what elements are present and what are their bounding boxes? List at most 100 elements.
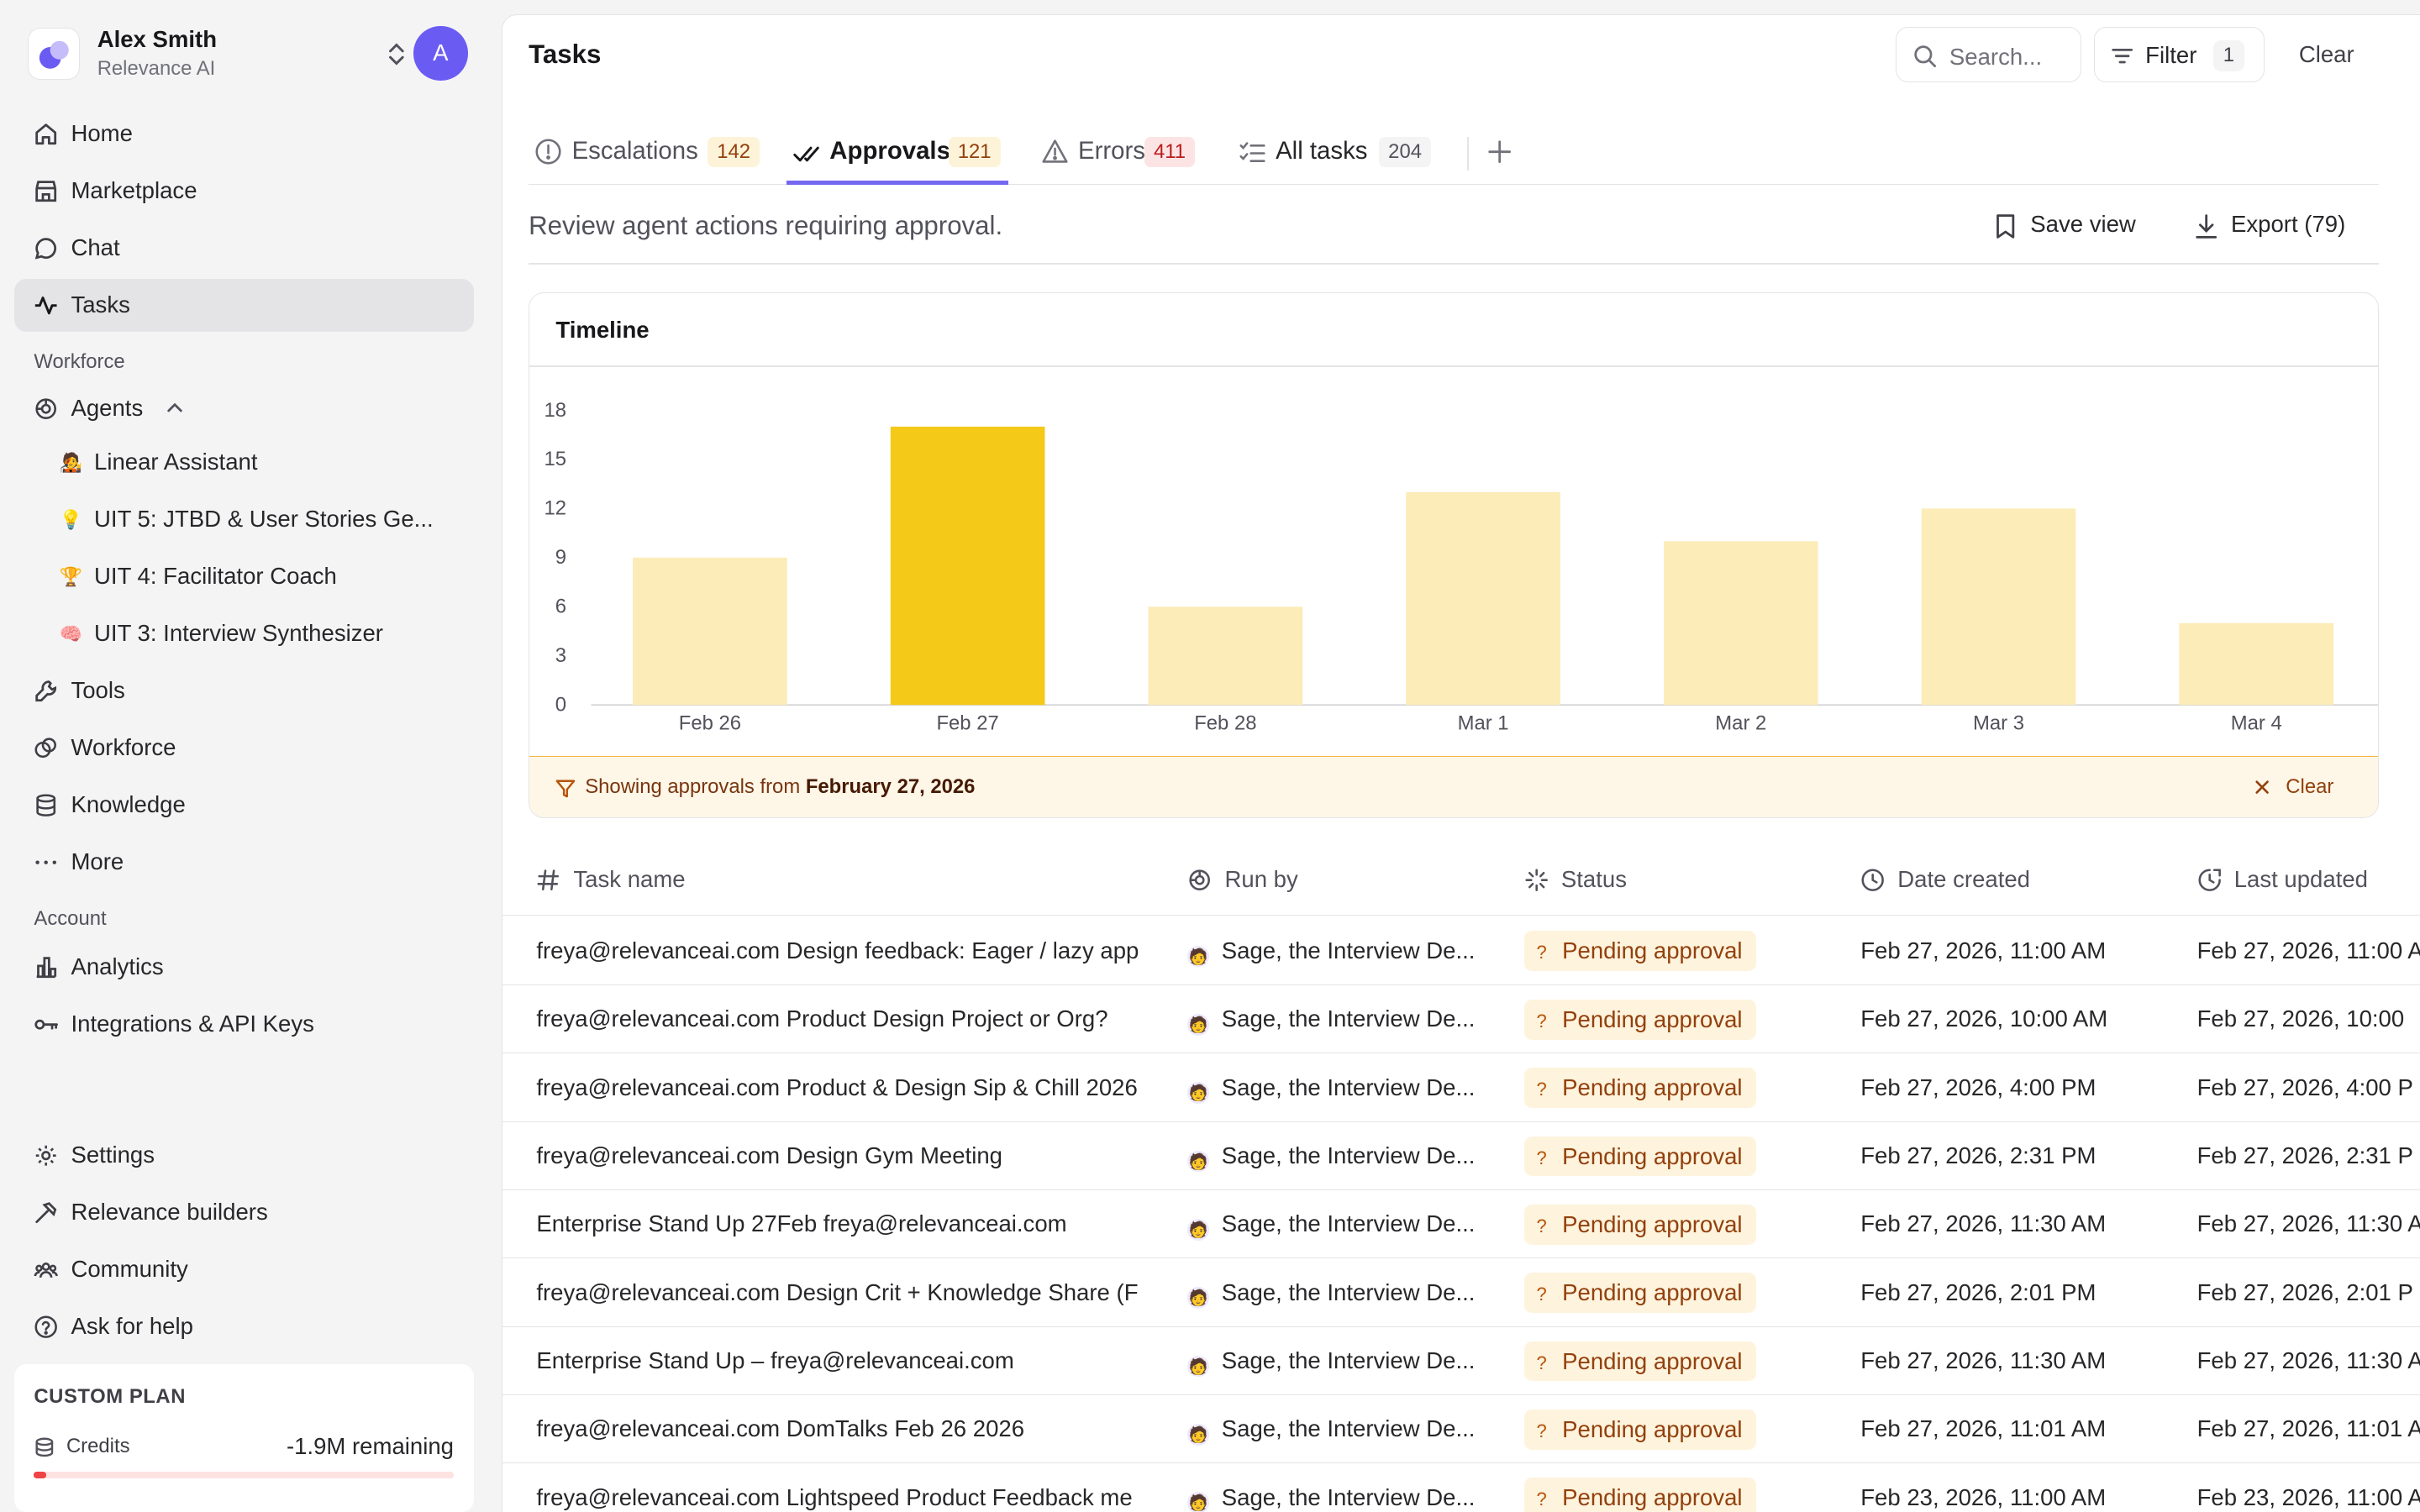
status-text: Pending approval bbox=[1562, 1005, 1743, 1032]
search-input[interactable]: Search... bbox=[1896, 27, 2081, 83]
help-circle-icon bbox=[34, 1315, 58, 1339]
run-by-text: Sage, the Interview De... bbox=[1221, 1415, 1476, 1442]
y-tick-label: 15 bbox=[544, 449, 567, 471]
nav-label: Community bbox=[71, 1256, 188, 1283]
user-avatar[interactable]: A bbox=[413, 26, 468, 81]
nav-item-integrations[interactable]: Integrations & API Keys bbox=[14, 998, 474, 1050]
table-row[interactable]: freya@relevanceai.com Lightspeed Product… bbox=[502, 1464, 2420, 1512]
agent-item[interactable]: 🧑‍🎤 Linear Assistant bbox=[14, 437, 474, 489]
nav-item-home[interactable]: Home bbox=[14, 108, 474, 160]
question-icon: ? bbox=[1536, 1079, 1547, 1100]
chevron-up-icon[interactable] bbox=[166, 402, 184, 414]
date-created-cell: Feb 27, 2026, 10:00 AM bbox=[1860, 1005, 2108, 1032]
nav-item-help[interactable]: Ask for help bbox=[14, 1300, 474, 1352]
bar-mar-2[interactable] bbox=[1664, 541, 1818, 706]
status-text: Pending approval bbox=[1562, 1074, 1743, 1101]
clock-icon bbox=[1860, 868, 1885, 892]
bar-mar-3[interactable] bbox=[1921, 508, 2076, 706]
tab-escalations[interactable]: Escalations 142 bbox=[529, 132, 760, 184]
run-by-cell: 🧑 Sage, the Interview De... bbox=[1187, 937, 1496, 968]
status-badge: ? Pending approval bbox=[1523, 1478, 1757, 1512]
bar-mar-1[interactable] bbox=[1406, 492, 1561, 706]
bar-mar-4[interactable] bbox=[2179, 623, 2334, 706]
credits-progress-fill bbox=[34, 1472, 47, 1478]
table-row[interactable]: Enterprise Stand Up 27Feb freya@relevanc… bbox=[502, 1190, 2420, 1259]
timeline-chart: 0 3 6 9 12 15 18 Feb 26 Feb 27 Feb 28 Mar 1 Mar 2 Ma… bbox=[544, 399, 2379, 735]
sidebar: Alex Smith Relevance AI A Home Marketpla… bbox=[0, 0, 487, 1512]
table-row[interactable]: freya@relevanceai.com Design feedback: E… bbox=[502, 917, 2420, 985]
last-updated-cell: Feb 27, 2026, 11:30 A bbox=[2196, 1210, 2420, 1237]
agent-item[interactable]: 🧠 UIT 3: Interview Synthesizer bbox=[14, 608, 474, 660]
loader-icon bbox=[1524, 868, 1549, 892]
run-by-text: Sage, the Interview De... bbox=[1221, 1142, 1476, 1168]
tab-errors[interactable]: Errors 411 bbox=[1035, 132, 1205, 184]
nav-item-agents[interactable]: Agents bbox=[14, 383, 474, 435]
question-icon: ? bbox=[1536, 1488, 1547, 1510]
chevrons-up-down-icon[interactable] bbox=[386, 40, 408, 68]
agent-item[interactable]: 💡 UIT 5: JTBD & User Stories Ge... bbox=[14, 494, 474, 546]
bar-feb-27[interactable] bbox=[890, 427, 1045, 706]
tab-label: Approvals bbox=[829, 136, 950, 165]
run-by-cell: 🧑 Sage, the Interview De... bbox=[1187, 1347, 1496, 1378]
table-row[interactable]: freya@relevanceai.com Design Crit + Know… bbox=[502, 1259, 2420, 1327]
export-label: Export (79) bbox=[2231, 210, 2346, 237]
table-row[interactable]: freya@relevanceai.com DomTalks Feb 26 20… bbox=[502, 1396, 2420, 1464]
x-tick-label: Feb 26 bbox=[679, 712, 741, 735]
status-badge: ? Pending approval bbox=[1523, 1068, 1757, 1108]
run-by-text: Sage, the Interview De... bbox=[1221, 1483, 1476, 1510]
nav-label: Integrations & API Keys bbox=[71, 1011, 314, 1037]
status-badge: ? Pending approval bbox=[1523, 1136, 1757, 1177]
run-by-cell: 🧑 Sage, the Interview De... bbox=[1187, 1142, 1496, 1173]
credits-label: Credits bbox=[66, 1435, 130, 1458]
status-text: Pending approval bbox=[1562, 1142, 1743, 1169]
nav-label: Analytics bbox=[71, 953, 164, 980]
tab-label: All tasks bbox=[1276, 136, 1368, 165]
relevance-logo bbox=[28, 28, 81, 81]
table-row[interactable]: freya@relevanceai.com Design Gym Meeting… bbox=[502, 1122, 2420, 1190]
nav-item-analytics[interactable]: Analytics bbox=[14, 941, 474, 993]
nav-item-workforce[interactable]: Workforce bbox=[14, 722, 474, 774]
column-label: Status bbox=[1560, 866, 1627, 893]
account-switcher[interactable]: Alex Smith Relevance AI A bbox=[28, 24, 472, 85]
nav-item-tasks[interactable]: Tasks bbox=[13, 279, 474, 332]
activity-icon bbox=[34, 293, 58, 318]
tab-all-tasks[interactable]: All tasks 204 bbox=[1233, 132, 1449, 184]
tab-approvals[interactable]: Approvals 121 bbox=[786, 132, 1009, 185]
filter-label: Filter bbox=[2145, 41, 2197, 68]
nav-item-more[interactable]: More bbox=[14, 836, 474, 888]
task-name-cell: freya@relevanceai.com Design Crit + Know… bbox=[536, 1278, 1139, 1305]
agent-item[interactable]: 🏆 UIT 4: Facilitator Coach bbox=[14, 551, 474, 603]
nav-item-settings[interactable]: Settings bbox=[14, 1129, 474, 1181]
nav-item-knowledge[interactable]: Knowledge bbox=[14, 780, 474, 832]
tab-count-badge: 142 bbox=[708, 136, 760, 168]
filter-button[interactable]: Filter 1 bbox=[2093, 27, 2265, 83]
section-heading-workforce: Workforce bbox=[34, 349, 125, 373]
nav-label: Tasks bbox=[71, 291, 130, 318]
nav-item-tools[interactable]: Tools bbox=[14, 665, 474, 717]
nav-label: Agents bbox=[71, 395, 144, 422]
section-heading-account: Account bbox=[34, 906, 107, 930]
date-created-cell: Feb 27, 2026, 4:00 PM bbox=[1860, 1074, 2096, 1100]
bar-feb-28[interactable] bbox=[1148, 606, 1303, 706]
add-tab-icon[interactable] bbox=[1487, 139, 1512, 164]
nav-item-builders[interactable]: Relevance builders bbox=[14, 1186, 474, 1238]
agent-avatar-icon: 🧑 bbox=[1187, 1424, 1210, 1446]
date-created-cell: Feb 23, 2026, 11:00 AM bbox=[1860, 1483, 2107, 1510]
view-description: Review agent actions requiring approval. bbox=[529, 210, 1003, 240]
agent-emoji: 🧠 bbox=[59, 622, 83, 644]
table-row[interactable]: freya@relevanceai.com Product & Design S… bbox=[502, 1054, 2420, 1122]
agent-emoji: 💡 bbox=[59, 508, 83, 530]
y-tick-label: 3 bbox=[555, 644, 566, 667]
nav-item-chat[interactable]: Chat bbox=[14, 222, 474, 274]
account-org: Relevance AI bbox=[97, 56, 216, 80]
table-row[interactable]: freya@relevanceai.com Product Design Pro… bbox=[502, 985, 2420, 1054]
clear-filters-button[interactable]: Clear bbox=[2298, 40, 2354, 67]
date-created-cell: Feb 27, 2026, 11:30 AM bbox=[1860, 1210, 2107, 1237]
nav-item-community[interactable]: Community bbox=[14, 1243, 474, 1295]
nav-item-marketplace[interactable]: Marketplace bbox=[14, 165, 474, 218]
date-created-cell: Feb 27, 2026, 2:01 PM bbox=[1860, 1278, 2096, 1305]
table-row[interactable]: Enterprise Stand Up – freya@relevanceai.… bbox=[502, 1327, 2420, 1395]
save-view-label: Save view bbox=[2030, 210, 2136, 237]
bar-feb-26[interactable] bbox=[633, 558, 787, 706]
filter-notice-text: Showing approvals from February 27, 2026 bbox=[585, 775, 975, 799]
